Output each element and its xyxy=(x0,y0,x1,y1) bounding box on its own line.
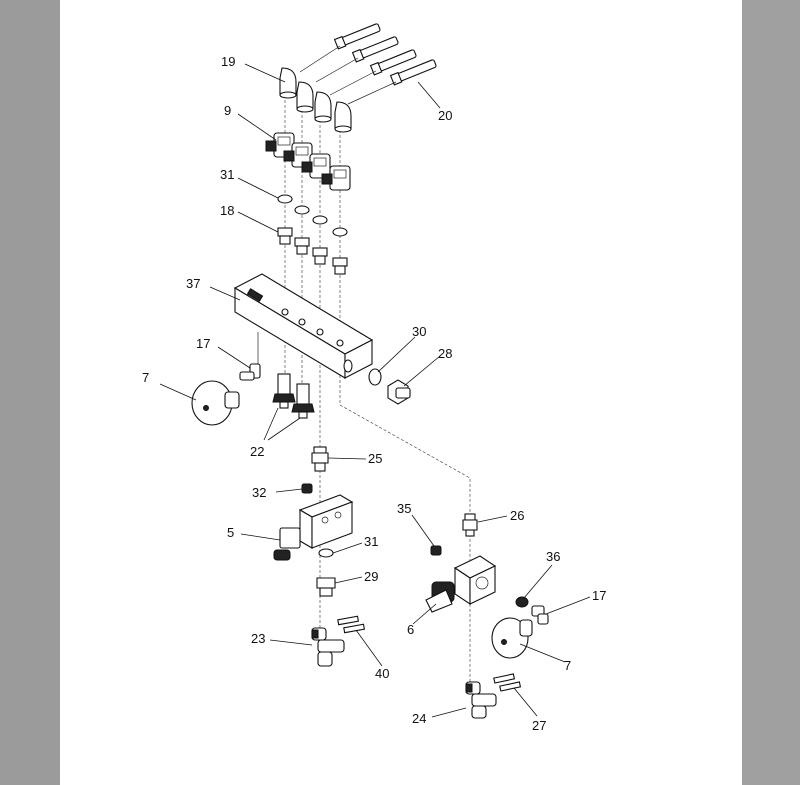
fitting-36 xyxy=(515,596,529,608)
callout-7-right: 7 xyxy=(564,658,571,673)
callout-35: 35 xyxy=(397,501,411,516)
elbow-fittings-19 xyxy=(279,67,352,133)
callout-6: 6 xyxy=(407,622,414,637)
valves-9 xyxy=(265,132,351,191)
right-margin xyxy=(742,0,800,785)
callout-labels: 19 20 9 31 18 37 30 28 17 7 22 25 32 35 … xyxy=(142,54,606,733)
nipples-18 xyxy=(277,227,348,275)
callout-26: 26 xyxy=(510,508,524,523)
o-ring-30 xyxy=(368,368,382,386)
callout-7-left: 7 xyxy=(142,370,149,385)
callout-30: 30 xyxy=(412,324,426,339)
tube-fittings-27 xyxy=(493,673,522,692)
pressure-gauge-7-left xyxy=(191,380,240,426)
callout-23: 23 xyxy=(251,631,265,646)
manifold-block-37 xyxy=(233,273,374,379)
o-ring-31-lower xyxy=(318,548,334,558)
callout-17-right: 17 xyxy=(592,588,606,603)
plug-28 xyxy=(387,379,411,405)
plug-32 xyxy=(301,483,313,494)
hex-nipple-25 xyxy=(311,446,329,472)
manifold-23 xyxy=(311,627,345,667)
callout-31-lower: 31 xyxy=(364,534,378,549)
manifold-24 xyxy=(465,681,497,719)
callout-19: 19 xyxy=(221,54,235,69)
callout-20: 20 xyxy=(438,108,452,123)
leader-lines xyxy=(159,63,591,718)
callout-29: 29 xyxy=(364,569,378,584)
callout-24: 24 xyxy=(412,711,426,726)
nipple-29 xyxy=(316,577,336,597)
callout-25: 25 xyxy=(368,451,382,466)
o-rings-31 xyxy=(277,194,348,237)
callout-36: 36 xyxy=(546,549,560,564)
callout-32: 32 xyxy=(252,485,266,500)
callout-18: 18 xyxy=(220,203,234,218)
callout-28: 28 xyxy=(438,346,452,361)
fitting-35 xyxy=(430,545,442,556)
callout-37: 37 xyxy=(186,276,200,291)
callout-9: 9 xyxy=(224,103,231,118)
tube-fittings-40 xyxy=(337,615,366,634)
callout-31-upper: 31 xyxy=(220,167,234,182)
callout-17-left: 17 xyxy=(196,336,210,351)
callout-5: 5 xyxy=(227,525,234,540)
regulator-6 xyxy=(425,555,497,613)
solenoid-valve-5 xyxy=(273,494,354,561)
callout-40: 40 xyxy=(375,666,389,681)
callout-22: 22 xyxy=(250,444,264,459)
fitting-26 xyxy=(462,513,478,537)
pressure-gauge-7-right xyxy=(491,617,533,659)
elbow-17-left xyxy=(239,332,261,381)
elbow-17-right xyxy=(531,605,549,625)
fittings-22 xyxy=(272,373,315,419)
callout-27: 27 xyxy=(532,718,546,733)
tube-fittings-20 xyxy=(299,23,437,105)
